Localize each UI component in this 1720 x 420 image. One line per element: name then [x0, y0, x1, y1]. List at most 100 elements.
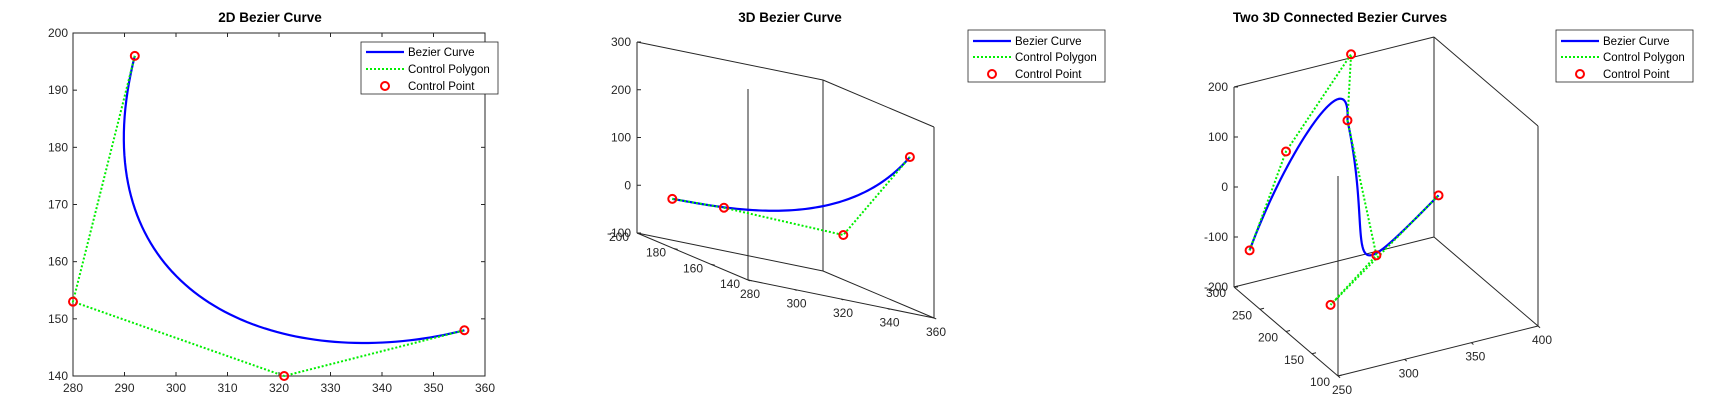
y-tick-label: 140	[48, 369, 68, 383]
legend-polygon-label: Control Polygon	[408, 64, 490, 76]
y-tick-mark	[1311, 352, 1317, 355]
x-tick-label: 340	[880, 316, 900, 330]
x-tick-label: 300	[787, 297, 807, 311]
x-tick-label: 300	[1399, 366, 1419, 380]
control-polygon-1	[1329, 120, 1440, 306]
control-point	[1346, 49, 1357, 60]
x-tick-label: 320	[833, 306, 853, 320]
chart-2d-legend: Bezier Curve Control Polygon Control Poi…	[360, 41, 499, 95]
legend-curve-label: Bezier Curve	[1015, 36, 1081, 48]
x-tick-label: 400	[1532, 333, 1552, 347]
control-point	[1433, 190, 1444, 201]
legend-point-marker	[1575, 69, 1585, 79]
chart-2d-title: 2D Bezier Curve	[218, 10, 322, 25]
control-point	[1281, 146, 1291, 157]
y-tick-label: 160	[683, 261, 703, 275]
chart-3d-plot	[667, 152, 915, 241]
control-point	[1325, 299, 1336, 310]
control-point	[279, 371, 290, 381]
control-point	[667, 193, 678, 204]
y-tick-mark	[710, 263, 715, 266]
chart-3d-two-box-lines	[1233, 36, 1539, 377]
box-edge	[1233, 36, 1435, 88]
box-edge	[822, 270, 935, 319]
bezier-curve-0	[1248, 97, 1349, 251]
z-tick-label: -200	[1204, 280, 1228, 294]
chart-2d: 2D Bezier Curve 280 290 300 310 320 330 340 350…	[48, 10, 499, 395]
control-point	[459, 325, 470, 336]
y-tick-label: 150	[48, 312, 68, 326]
chart-3d-box-lines	[636, 41, 935, 319]
box-edge	[636, 232, 749, 281]
x-tick-label: 250	[1332, 383, 1352, 397]
legend-point-label: Control Point	[1015, 69, 1082, 81]
x-tick-mark	[887, 308, 890, 310]
x-tick-label: 350	[1465, 350, 1485, 364]
control-polygon-0	[71, 55, 465, 378]
chart-3d-two-ticks: 250300350400100150200250300-200-10001002…	[1204, 80, 1552, 397]
z-tick-label: 0	[1221, 180, 1228, 194]
y-tick-mark	[1259, 307, 1265, 310]
control-point	[838, 230, 849, 241]
y-tick-label: 190	[48, 83, 68, 97]
x-tick-mark	[1471, 342, 1474, 345]
y-tick-label: 150	[1284, 353, 1304, 367]
x-tick-mark	[840, 298, 844, 301]
box-edge	[1433, 36, 1539, 127]
y-tick-label: 200	[48, 26, 68, 40]
control-point	[1244, 245, 1255, 256]
x-tick-mark	[1537, 325, 1541, 329]
control-polygon-0	[672, 156, 911, 237]
chart-3d-two-title: Two 3D Connected Bezier Curves	[1233, 10, 1447, 25]
chart-3d-title: 3D Bezier Curve	[738, 10, 842, 25]
z-tick-label: -100	[607, 226, 631, 240]
control-point	[1342, 115, 1353, 126]
x-tick-label: 280	[63, 381, 83, 395]
control-point	[129, 50, 140, 61]
y-tick-label: 140	[720, 277, 740, 291]
chart-3d: 3D Bezier Curve 280 300 320 340 360 140 160 180…	[607, 10, 1106, 339]
legend-polygon-label: Control Polygon	[1603, 52, 1685, 64]
control-point	[1371, 250, 1382, 261]
legend-curve-label: Bezier Curve	[408, 47, 474, 59]
z-tick-label: 200	[611, 83, 631, 97]
x-tick-label: 330	[320, 381, 340, 395]
control-point	[718, 202, 729, 213]
control-point	[904, 152, 915, 163]
x-tick-label: 310	[217, 381, 237, 395]
legend-point-marker	[987, 69, 997, 79]
chart-3d-legend: Bezier Curve Control Polygon Control Poi…	[967, 29, 1106, 83]
box-edge	[636, 41, 824, 81]
x-tick-label: 350	[423, 381, 443, 395]
legend-polygon-label: Control Polygon	[1015, 52, 1097, 64]
y-tick-label: 170	[48, 198, 68, 212]
x-tick-label: 360	[926, 325, 946, 339]
legend-curve-label: Bezier Curve	[1603, 36, 1669, 48]
y-tick-mark	[1337, 374, 1343, 377]
box-edge	[636, 232, 824, 272]
x-tick-label: 320	[269, 381, 289, 395]
y-tick-label: 200	[1258, 331, 1278, 345]
box-edge	[1433, 236, 1539, 327]
bezier-curve-0	[122, 55, 465, 345]
z-tick-label: 300	[611, 35, 631, 49]
y-tick-mark	[673, 248, 678, 250]
box-edge	[822, 79, 935, 128]
y-tick-mark	[747, 279, 752, 282]
y-tick-label: 250	[1232, 308, 1252, 322]
control-polygon-0	[1248, 50, 1353, 251]
y-tick-mark	[1285, 330, 1291, 332]
z-tick-label: 0	[624, 178, 631, 192]
x-tick-mark	[794, 289, 797, 291]
z-tick-label: -100	[1204, 230, 1228, 244]
x-tick-label: 290	[114, 381, 134, 395]
y-tick-label: 180	[646, 246, 666, 260]
chart-3d-two: Two 3D Connected Bezier Curves 250 300 350…	[1204, 10, 1694, 397]
z-tick-label: 200	[1208, 80, 1228, 94]
chart-2d-ticks: 280 290 300 310 320 330 340 350 360 140 150 160 170 1…	[48, 26, 495, 395]
box-edge	[1337, 325, 1539, 377]
box-edge	[1233, 236, 1435, 288]
x-tick-label: 340	[372, 381, 392, 395]
y-tick-label: 160	[48, 255, 68, 269]
